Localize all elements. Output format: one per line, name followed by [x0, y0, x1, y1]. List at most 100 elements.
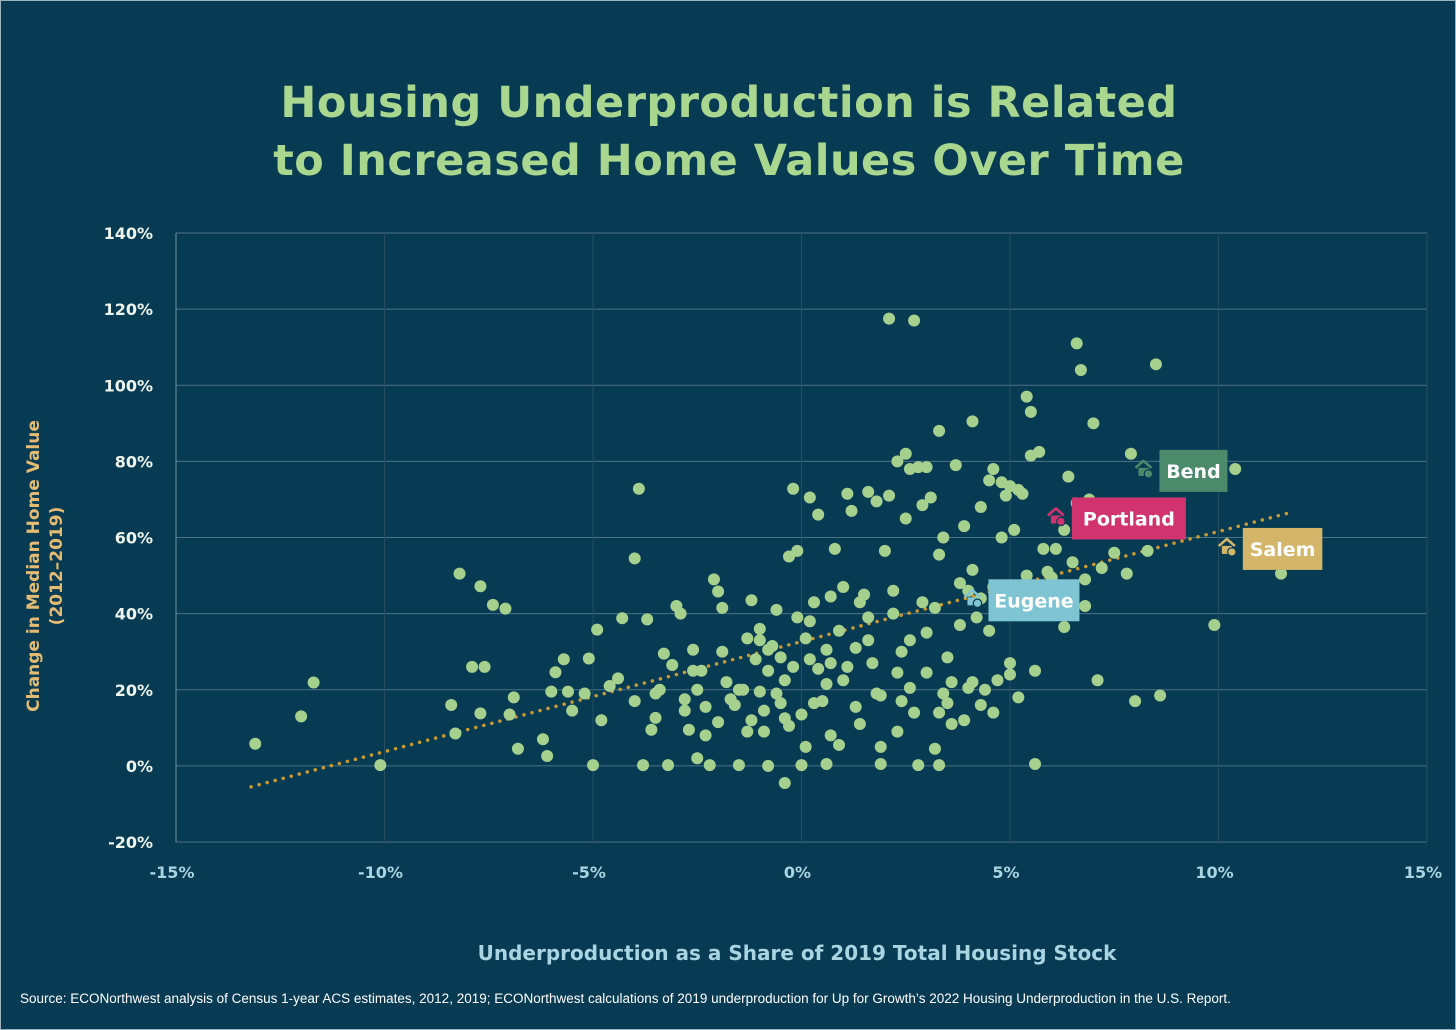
data-point [695, 664, 708, 677]
data-point [603, 679, 616, 692]
data-point [824, 729, 837, 742]
data-point [812, 662, 825, 675]
data-point [1029, 757, 1042, 770]
data-point [920, 626, 933, 639]
data-point [845, 504, 858, 517]
data-point [774, 697, 787, 710]
data-point [645, 723, 658, 736]
data-point [774, 651, 787, 664]
data-point [803, 653, 816, 666]
data-point [1033, 445, 1046, 458]
callout-box [1071, 497, 1186, 540]
data-point [828, 542, 841, 555]
data-point [778, 674, 791, 687]
data-point [849, 700, 862, 713]
house-body [1138, 467, 1149, 476]
data-point [916, 596, 929, 609]
data-point [716, 645, 729, 658]
data-point [874, 757, 887, 770]
data-point [1029, 664, 1042, 677]
data-point [808, 596, 821, 609]
data-points [249, 312, 1288, 790]
data-point [987, 462, 1000, 475]
data-point [753, 622, 766, 635]
data-point [641, 613, 654, 626]
data-point [753, 685, 766, 698]
data-point [591, 623, 604, 636]
data-point [1012, 691, 1025, 704]
house-icon [963, 589, 983, 609]
data-point [1037, 542, 1050, 555]
y-tick-label: 40% [115, 605, 153, 624]
data-point [987, 706, 1000, 719]
data-point [933, 548, 946, 561]
data-point [912, 461, 925, 474]
data-point [749, 653, 762, 666]
house-body [967, 597, 978, 606]
data-point [895, 695, 908, 708]
data-point [899, 447, 912, 460]
data-point [928, 742, 941, 755]
data-point [812, 508, 825, 521]
house-roof [1047, 507, 1065, 517]
data-point [945, 676, 958, 689]
data-point [545, 685, 558, 698]
data-point [862, 634, 875, 647]
data-point [662, 759, 675, 772]
y-tick-label: -20% [108, 833, 153, 852]
data-point [1008, 523, 1021, 536]
data-point [691, 683, 704, 696]
data-point [966, 563, 979, 576]
data-point [474, 707, 487, 720]
data-point [616, 612, 629, 625]
data-point [536, 733, 549, 746]
data-point [1058, 620, 1071, 633]
data-point [849, 641, 862, 654]
data-point [1020, 390, 1033, 403]
data-point [716, 601, 729, 614]
data-point [1095, 561, 1108, 574]
house-roof [1134, 459, 1153, 469]
y-axis-label-line1: Change in Median Home Value [24, 420, 44, 712]
data-point [799, 740, 812, 753]
data-point [612, 672, 625, 685]
data-point [962, 681, 975, 694]
data-point [958, 714, 971, 727]
data-point [511, 742, 524, 755]
data-point [561, 685, 574, 698]
callout-label: Portland [1083, 508, 1175, 530]
data-point [820, 757, 833, 770]
data-point [453, 567, 466, 580]
house-body [1221, 545, 1232, 554]
data-point [958, 520, 971, 533]
data-point [632, 482, 645, 495]
data-point [862, 611, 875, 624]
data-point [891, 455, 904, 468]
trendline-layer [249, 511, 1292, 789]
house-roof [963, 589, 982, 599]
y-tick-label: 140% [104, 224, 153, 243]
data-point [374, 759, 387, 772]
data-point [728, 698, 741, 711]
data-point [908, 314, 921, 327]
data-point [295, 710, 308, 723]
data-point [974, 501, 987, 514]
y-tick-label: 80% [115, 452, 153, 471]
data-point [507, 691, 520, 704]
data-point [699, 700, 712, 713]
data-point [983, 474, 996, 487]
data-point [970, 611, 983, 624]
data-point [916, 499, 929, 512]
house-roof [1217, 537, 1236, 547]
data-point [820, 643, 833, 656]
data-point [1154, 689, 1167, 702]
x-tick-label: -10% [358, 863, 403, 882]
data-point [803, 615, 816, 628]
house-body [1050, 515, 1061, 524]
x-tick-label: 15% [1404, 863, 1442, 882]
x-tick-label: -5% [572, 863, 606, 882]
data-point [466, 660, 479, 673]
data-point [853, 596, 866, 609]
data-point [1275, 567, 1288, 580]
